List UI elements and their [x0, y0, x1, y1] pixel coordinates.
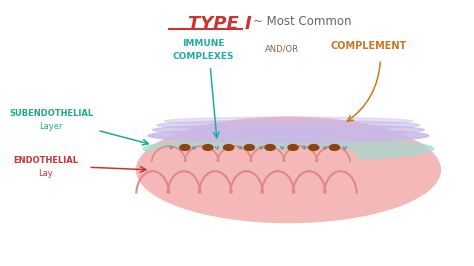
Ellipse shape [164, 117, 413, 125]
Ellipse shape [144, 137, 434, 161]
Text: TYPE I: TYPE I [188, 15, 251, 32]
Ellipse shape [148, 129, 429, 143]
Wedge shape [142, 148, 195, 163]
Ellipse shape [153, 124, 424, 135]
Text: ψ: ψ [343, 145, 346, 150]
Wedge shape [274, 148, 327, 163]
Text: Lay: Lay [38, 169, 53, 178]
Text: SUBENDOTHELIAL: SUBENDOTHELIAL [9, 109, 93, 118]
Text: AND/OR: AND/OR [264, 44, 299, 53]
Circle shape [180, 145, 190, 150]
Ellipse shape [157, 120, 419, 130]
Text: ψ: ψ [322, 145, 327, 150]
Circle shape [265, 145, 275, 150]
Wedge shape [241, 148, 294, 163]
Circle shape [288, 145, 298, 150]
Text: ψ: ψ [259, 145, 263, 150]
Text: ENDOTHELIAL: ENDOTHELIAL [13, 156, 78, 165]
Wedge shape [208, 148, 261, 163]
Ellipse shape [137, 117, 440, 222]
Text: ψ: ψ [280, 145, 283, 150]
Circle shape [224, 145, 234, 150]
Circle shape [309, 145, 319, 150]
Text: ψ: ψ [215, 145, 219, 150]
Text: ψ: ψ [301, 145, 305, 150]
Text: Layer: Layer [40, 122, 63, 131]
Text: ψ: ψ [192, 145, 196, 150]
Text: ψ: ψ [237, 145, 241, 150]
Circle shape [329, 145, 339, 150]
Text: ~ Most Common: ~ Most Common [253, 15, 352, 28]
Wedge shape [175, 148, 228, 163]
Circle shape [244, 145, 255, 150]
Text: IMMUNE: IMMUNE [182, 39, 225, 48]
Wedge shape [307, 148, 360, 163]
Text: ψ: ψ [169, 145, 173, 150]
Text: COMPLEXES: COMPLEXES [173, 52, 234, 61]
Text: COMPLEMENT: COMPLEMENT [331, 41, 407, 51]
Circle shape [203, 145, 213, 150]
